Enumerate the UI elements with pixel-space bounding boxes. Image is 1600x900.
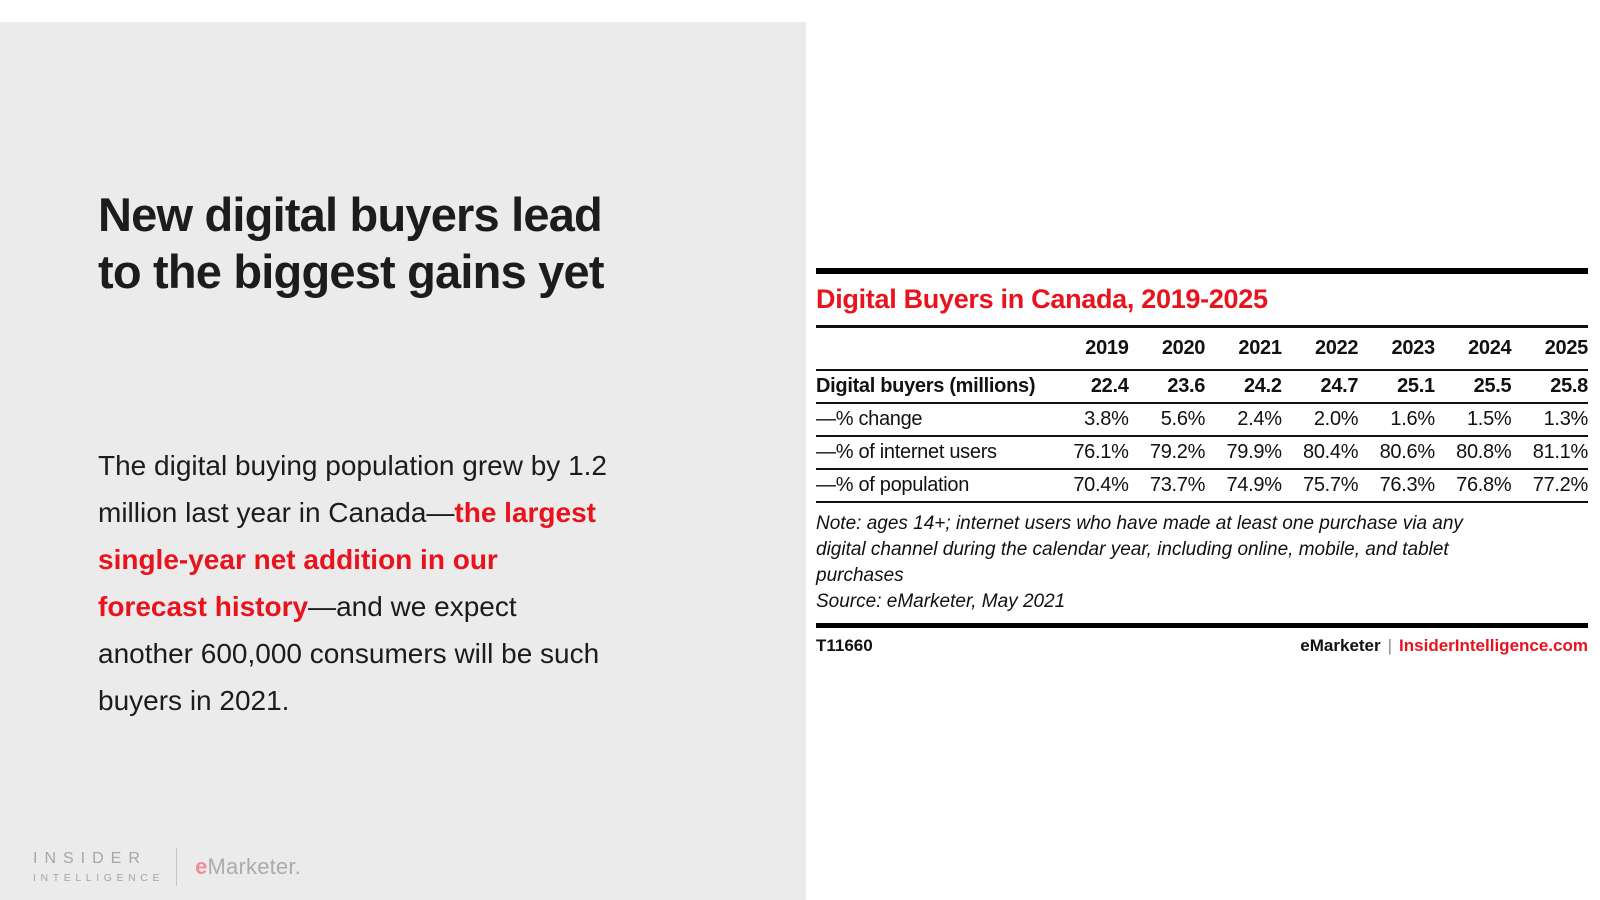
- table-cell: 25.1: [1358, 370, 1435, 404]
- headline-line-1: New digital buyers lead: [98, 188, 603, 241]
- table-cell: 2.4%: [1205, 403, 1282, 437]
- chart-title: Digital Buyers in Canada, 2019-2025: [816, 284, 1268, 314]
- table-cell: 81.1%: [1511, 436, 1588, 470]
- year-header: 2019: [1052, 328, 1129, 371]
- table-cell: 2.0%: [1281, 403, 1359, 437]
- paragraph-text: another 600,000 consumers will be such: [98, 638, 600, 669]
- chart-bottom-bar: [816, 623, 1588, 628]
- slide-headline: New digital buyers lead to the biggest g…: [98, 186, 758, 300]
- slide-paragraph: The digital buying population grew by 1.…: [98, 442, 758, 724]
- note-line: Note: ages 14+; internet users who have …: [816, 513, 1463, 534]
- year-header: 2021: [1205, 328, 1282, 371]
- table-cell: 24.2: [1205, 370, 1282, 404]
- paragraph-line: The digital buying population grew by 1.…: [98, 442, 758, 489]
- table-cell: 24.7: [1281, 370, 1359, 404]
- table-cell: 80.6%: [1358, 436, 1435, 470]
- table-cell: 25.5: [1434, 370, 1512, 404]
- table-header-row: 2019 2020 2021 2022 2023 2024 2025: [816, 328, 1588, 371]
- digital-buyers-table: 2019 2020 2021 2022 2023 2024 2025 Digit…: [816, 328, 1588, 503]
- table-cell: 79.2%: [1128, 436, 1205, 470]
- paragraph-highlight: single-year net addition in our: [98, 544, 498, 575]
- paragraph-text: —and we expect: [308, 591, 517, 622]
- paragraph-highlight: forecast history: [98, 591, 309, 622]
- year-header: 2020: [1128, 328, 1205, 371]
- table-cell: 22.4: [1052, 370, 1129, 404]
- emarketer-logo-text: Marketer: [207, 854, 295, 879]
- footer-brand: eMarketer: [1300, 636, 1381, 655]
- emarketer-logo-dot: .: [294, 854, 301, 879]
- table-cell: 75.7%: [1281, 469, 1359, 503]
- table-row: —% of population 70.4% 73.7% 74.9% 75.7%…: [816, 469, 1588, 503]
- table-cell: 76.3%: [1358, 469, 1435, 503]
- paragraph-line: forecast history—and we expect: [98, 583, 758, 630]
- year-header: 2023: [1358, 328, 1435, 371]
- row-label: —% of population: [816, 469, 1052, 503]
- table-row: —% change 3.8% 5.6% 2.4% 2.0% 1.6% 1.5% …: [816, 403, 1588, 437]
- chart-footer-brands: eMarketer | InsiderIntelligence.com: [1300, 636, 1588, 656]
- paragraph-line: million last year in Canada—the largest: [98, 489, 758, 536]
- table-cell: 80.4%: [1281, 436, 1359, 470]
- year-header: 2025: [1511, 328, 1588, 371]
- insider-logo-line2: INTELLIGENCE: [33, 872, 165, 884]
- insider-intelligence-logo: INSIDER INTELLIGENCE: [33, 850, 164, 884]
- row-label: Digital buyers (millions): [816, 370, 1052, 404]
- table-cell: 1.6%: [1358, 403, 1435, 437]
- table-cell: 74.9%: [1205, 469, 1282, 503]
- insider-logo-line1: INSIDER: [33, 850, 147, 867]
- emarketer-logo-e: e: [195, 854, 208, 879]
- table-cell: 23.6: [1128, 370, 1205, 404]
- table-cell: 1.3%: [1511, 403, 1588, 437]
- paragraph-text: The digital buying population grew by 1.…: [98, 450, 608, 481]
- table-cell: 76.1%: [1052, 436, 1129, 470]
- paragraph-text: million last year in Canada—: [98, 497, 455, 528]
- table-note: Note: ages 14+; internet users who have …: [816, 511, 1588, 589]
- paragraph-line: single-year net addition in our: [98, 536, 758, 583]
- chart-title-rule: [816, 325, 1588, 328]
- row-label: —% change: [816, 403, 1052, 437]
- headline-line-2: to the biggest gains yet: [98, 245, 605, 298]
- emarketer-logo: eMarketer.: [195, 854, 301, 880]
- row-label: —% of internet users: [816, 436, 1052, 470]
- table-cell: 70.4%: [1052, 469, 1129, 503]
- note-line: purchases: [816, 565, 904, 586]
- table-cell: 3.8%: [1052, 403, 1129, 437]
- table-cell: 77.2%: [1511, 469, 1588, 503]
- footer-site-link: InsiderIntelligence.com: [1399, 636, 1588, 655]
- chart-id: T11660: [816, 636, 873, 655]
- paragraph-line: buyers in 2021.: [98, 677, 758, 724]
- table-cell: 79.9%: [1205, 436, 1282, 470]
- chart-footer: T11660 eMarketer | InsiderIntelligence.com: [816, 636, 1588, 656]
- brand-logos: INSIDER INTELLIGENCE eMarketer.: [33, 848, 301, 886]
- logo-divider: [176, 848, 178, 886]
- slide-text-panel: New digital buyers lead to the biggest g…: [0, 22, 806, 900]
- paragraph-text: buyers in 2021.: [98, 685, 290, 716]
- emarketer-chart: Digital Buyers in Canada, 2019-2025 2019…: [816, 268, 1588, 656]
- table-cell: 1.5%: [1434, 403, 1512, 437]
- table-corner-cell: [816, 328, 1052, 371]
- table-cell: 25.8: [1511, 370, 1588, 404]
- footer-separator: |: [1387, 636, 1393, 655]
- chart-top-bar: [816, 268, 1588, 274]
- table-cell: 5.6%: [1128, 403, 1205, 437]
- note-line: digital channel during the calendar year…: [816, 539, 1449, 560]
- table-cell: 73.7%: [1128, 469, 1205, 503]
- table-cell: 80.8%: [1434, 436, 1512, 470]
- paragraph-line: another 600,000 consumers will be such: [98, 630, 758, 677]
- paragraph-highlight: the largest: [454, 497, 596, 528]
- table-row: Digital buyers (millions) 22.4 23.6 24.2…: [816, 370, 1588, 404]
- table-source: Source: eMarketer, May 2021: [816, 591, 1066, 612]
- year-header: 2024: [1434, 328, 1512, 371]
- table-row: —% of internet users 76.1% 79.2% 79.9% 8…: [816, 436, 1588, 470]
- year-header: 2022: [1281, 328, 1359, 371]
- table-cell: 76.8%: [1434, 469, 1512, 503]
